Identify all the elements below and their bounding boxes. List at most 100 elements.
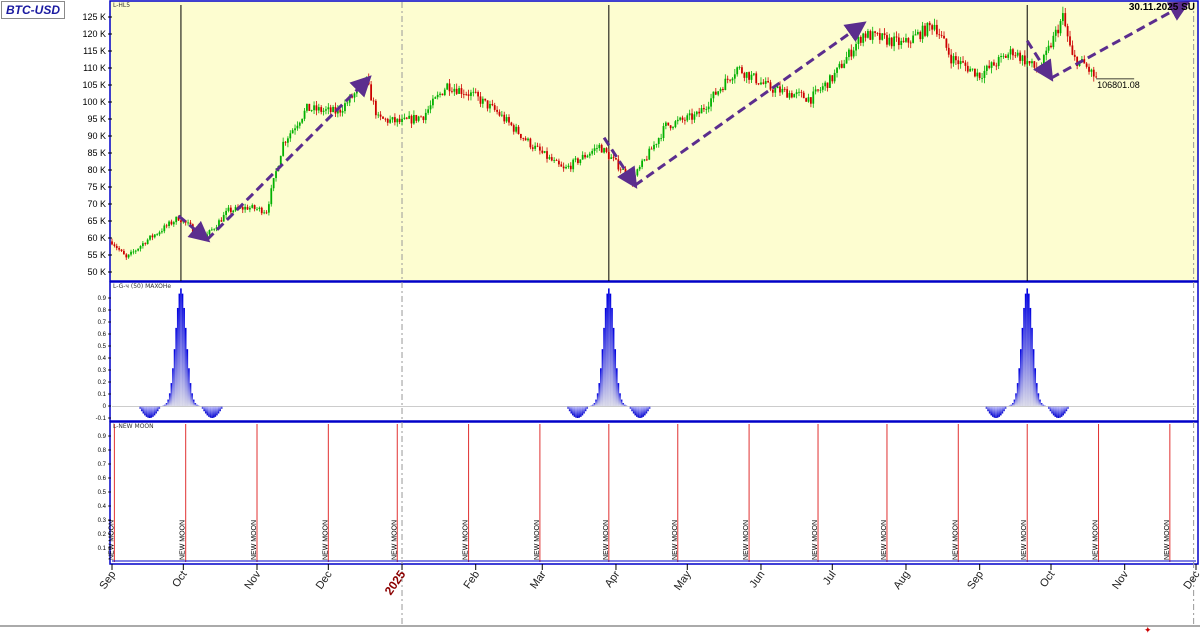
candle-body <box>553 160 556 161</box>
candle-body <box>612 157 615 159</box>
candle-body <box>187 222 189 224</box>
candle-body <box>574 158 577 160</box>
new-moon-label: NEW MOON <box>251 520 258 560</box>
price-tick-label: 90 K <box>87 131 106 141</box>
impulse-dip-bar <box>219 406 221 412</box>
candle-body <box>638 166 641 170</box>
candle-body <box>940 35 943 36</box>
candle-body <box>436 94 439 98</box>
candle-body <box>643 159 646 161</box>
impulse-panel-label: L-G-ч (50) MAXOHe <box>113 283 171 290</box>
candle-body <box>153 234 156 238</box>
impulse-dip-bar <box>208 406 210 417</box>
impulse-bar <box>619 393 621 406</box>
candle-body <box>955 56 957 61</box>
candle-body <box>833 72 836 82</box>
candle-body <box>127 254 130 258</box>
impulse-dip-bar <box>147 406 149 418</box>
symbol-label[interactable]: BTC-USD <box>1 1 65 19</box>
new-moon-label: NEW MOON <box>672 520 679 560</box>
candle-body <box>149 235 151 240</box>
candle-body <box>974 68 976 77</box>
candle-body <box>819 89 822 91</box>
candle-body <box>496 109 499 112</box>
candle-body <box>282 141 285 156</box>
impulse-bar <box>604 307 607 406</box>
candle-body <box>339 109 342 113</box>
candle-body <box>712 91 715 99</box>
candle-body <box>503 114 506 122</box>
impulse-bar <box>167 399 169 406</box>
impulse-bar <box>609 293 612 406</box>
price-panel[interactable] <box>109 0 1199 282</box>
candle-body <box>760 82 762 85</box>
moon-panel[interactable] <box>109 421 1199 565</box>
candle-body <box>336 109 339 114</box>
price-panel-label: L-HL5 <box>113 2 130 9</box>
impulse-bar <box>180 288 182 406</box>
impulse-bar <box>1024 293 1027 406</box>
candle-body <box>729 79 731 81</box>
price-tick-label: 115 K <box>83 46 106 56</box>
x-month-label: Sep <box>97 569 118 592</box>
impulse-bar <box>598 383 601 406</box>
candle-body <box>684 119 686 121</box>
x-month-label: Oct <box>170 569 190 590</box>
candle-body <box>434 97 437 99</box>
impulse-dip-bar <box>570 406 573 414</box>
candle-body <box>572 159 575 170</box>
impulse-dip-bar <box>644 406 646 416</box>
candle-body <box>1050 45 1052 48</box>
candle-body <box>634 175 636 183</box>
impulse-bar <box>1010 404 1013 406</box>
candle-body <box>246 206 249 210</box>
candle-body <box>1031 61 1033 64</box>
candle-body <box>536 145 539 147</box>
candle-body <box>707 106 710 110</box>
candle-body <box>562 166 565 169</box>
impulse-dip-bar <box>1064 406 1066 414</box>
candle-body <box>315 105 318 111</box>
impulse-pulse <box>567 288 651 418</box>
candle-body <box>774 88 777 93</box>
candle-body <box>405 117 408 119</box>
candle-body <box>798 91 800 93</box>
candle-body <box>779 86 781 93</box>
impulse-dip-bar <box>1062 406 1065 416</box>
candle-body <box>795 92 798 95</box>
candle-body <box>714 91 717 95</box>
candle-body <box>194 231 197 234</box>
impulse-dip-bar <box>206 406 209 416</box>
candle-body <box>165 225 168 227</box>
x-month-label: Mar <box>528 569 549 592</box>
impulse-tick-label: 0.8 <box>98 308 107 314</box>
candle-body <box>995 65 998 67</box>
new-moon-label: NEW MOON <box>322 520 329 560</box>
candle-body <box>413 115 415 124</box>
new-moon-label: NEW MOON <box>1093 520 1100 560</box>
price-tick-label: 80 K <box>87 165 106 175</box>
candle-body <box>657 138 660 144</box>
candle-body <box>439 93 441 95</box>
candle-body <box>384 118 387 120</box>
candle-body <box>817 89 819 91</box>
candle-body <box>144 243 147 245</box>
candle-body <box>125 254 128 258</box>
candle-body <box>1019 52 1021 61</box>
candle-body <box>619 169 622 171</box>
candle-body <box>427 109 430 113</box>
candle-body <box>945 38 948 48</box>
candle-body <box>484 98 487 101</box>
moon-tick-label: 0.1 <box>98 546 107 552</box>
impulse-dip-bar <box>634 406 637 416</box>
candle-body <box>615 158 617 160</box>
impulse-bar <box>1021 327 1024 406</box>
candle-body <box>731 78 734 81</box>
impulse-dip-bar <box>1001 406 1004 414</box>
candle-body <box>710 98 712 107</box>
candle-body <box>1066 26 1069 37</box>
candle-body <box>809 97 812 104</box>
impulse-bar <box>1012 403 1014 406</box>
new-moon-label: NEW MOON <box>463 520 470 560</box>
